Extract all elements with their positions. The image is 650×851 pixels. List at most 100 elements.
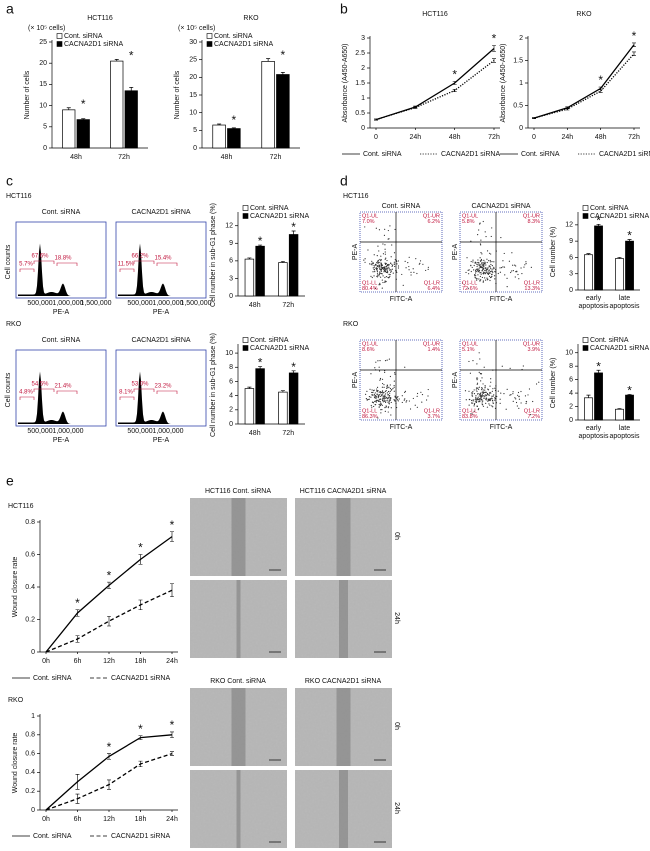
scatter-dot: [487, 278, 489, 280]
y-tick-label: 0: [31, 649, 35, 656]
scatter-dot: [486, 392, 489, 395]
scatter-dot: [370, 275, 372, 277]
scatter-dot: [378, 261, 380, 264]
scatter-dot: [382, 395, 384, 397]
scatter-dot: [388, 273, 390, 275]
scatter-dot: [482, 268, 484, 271]
scatter-dot: [397, 265, 400, 267]
scatter-dot: [372, 391, 374, 394]
scatter-dot: [421, 401, 423, 403]
scatter-dot: [483, 397, 485, 399]
scatter-dot: [483, 264, 485, 267]
scatter-dot: [499, 398, 501, 400]
scatter-dot: [407, 262, 409, 264]
scatter-dot: [380, 412, 382, 414]
histogram: [18, 371, 100, 424]
chart-title: RKO: [243, 15, 259, 22]
quadrant-value: 8.6%: [362, 347, 375, 353]
scatter-dot: [372, 271, 374, 273]
scatter-dot: [490, 235, 492, 238]
scatter-dot: [481, 387, 483, 389]
scatter-dot: [490, 392, 492, 394]
scatter-dot: [481, 403, 483, 405]
y-tick-label: 3: [361, 35, 365, 42]
scatter-dot: [489, 259, 491, 262]
scatter-dot: [510, 271, 512, 274]
x-axis-label: PE-A: [53, 309, 70, 316]
scatter-dot: [390, 401, 392, 404]
scatter-dot: [469, 372, 471, 374]
error-bar: [107, 615, 111, 627]
legend-swatch: [206, 33, 213, 39]
scatter-dot: [493, 267, 495, 269]
scatter-dot: [427, 268, 429, 270]
y-tick-label: 0.2: [25, 788, 35, 795]
x-tick-label: 1,000,000: [152, 428, 183, 435]
scatter-dot: [515, 401, 518, 404]
bar: [255, 245, 265, 297]
legend-swatch: [56, 41, 63, 47]
scatter-dot: [377, 400, 380, 402]
scatter-dot: [478, 399, 480, 401]
scatter-dot: [490, 276, 492, 278]
scatter-dot: [366, 399, 368, 401]
scatter-dot: [377, 245, 379, 247]
scatter-dot: [374, 400, 376, 402]
bar: [255, 368, 265, 425]
x-axis-label: FITC-A: [390, 296, 413, 303]
legend-swatch: [582, 345, 589, 351]
scatter-dot: [488, 394, 491, 396]
scatter-dot: [480, 397, 482, 399]
scatter-dot: [481, 267, 483, 269]
scatter-dot: [482, 392, 485, 394]
scatter-dot: [385, 275, 388, 278]
scatter-dot: [477, 409, 479, 411]
scatter-dot: [384, 394, 386, 396]
scatter-dot: [476, 390, 478, 392]
cell-line-label: RKO: [6, 321, 22, 328]
scatter-dot: [478, 386, 480, 388]
scatter-dot: [477, 388, 480, 390]
legend-swatch: [242, 345, 249, 351]
panel-label: c: [6, 173, 13, 189]
bar: [288, 234, 299, 297]
row-label: 24h: [393, 802, 400, 814]
scatter-dot: [379, 401, 381, 403]
legend-swatch: [242, 205, 249, 211]
bar: [261, 61, 275, 149]
scatter-dot: [397, 396, 399, 398]
scatter-dot: [485, 270, 487, 272]
scatter-dot: [491, 269, 493, 271]
scatter-dot: [370, 373, 372, 375]
histogram-frame: [15, 221, 107, 299]
quadrant-name: Q1-LR: [524, 280, 540, 286]
y-tick-label: 10: [39, 102, 47, 109]
scatter-dot: [387, 394, 389, 396]
scatter-dot: [377, 397, 379, 399]
scatter-dot: [387, 229, 389, 232]
scatter-dot: [380, 409, 382, 411]
scatter-dot: [389, 399, 391, 401]
scatter-dot: [515, 265, 517, 267]
scatter-dot: [379, 405, 381, 407]
x-tick-label: 48h: [70, 154, 82, 161]
quadrant-name: Q1-UL: [462, 213, 478, 219]
scatter-dot: [387, 390, 390, 393]
scatter-dot: [385, 405, 387, 407]
quadrant-name: Q1-UR: [423, 213, 440, 219]
scatter-dot: [374, 271, 376, 273]
scatter-dot: [489, 272, 491, 275]
x-tick-label: 48h: [221, 154, 233, 161]
scatter-dot: [379, 391, 381, 393]
scatter-dot: [490, 270, 492, 273]
scatter-dot: [379, 395, 381, 398]
scatter-dot: [394, 373, 396, 375]
quadrant-name: Q1-UR: [423, 341, 440, 347]
scatter-dot: [398, 398, 400, 400]
scatter-dot: [512, 270, 514, 272]
y-tick-label: 2.5: [355, 50, 365, 57]
scatter-dot: [404, 391, 406, 394]
scatter-dot: [485, 267, 487, 269]
scatter-dot: [408, 265, 410, 268]
x-tick-label: 48h: [595, 134, 607, 141]
